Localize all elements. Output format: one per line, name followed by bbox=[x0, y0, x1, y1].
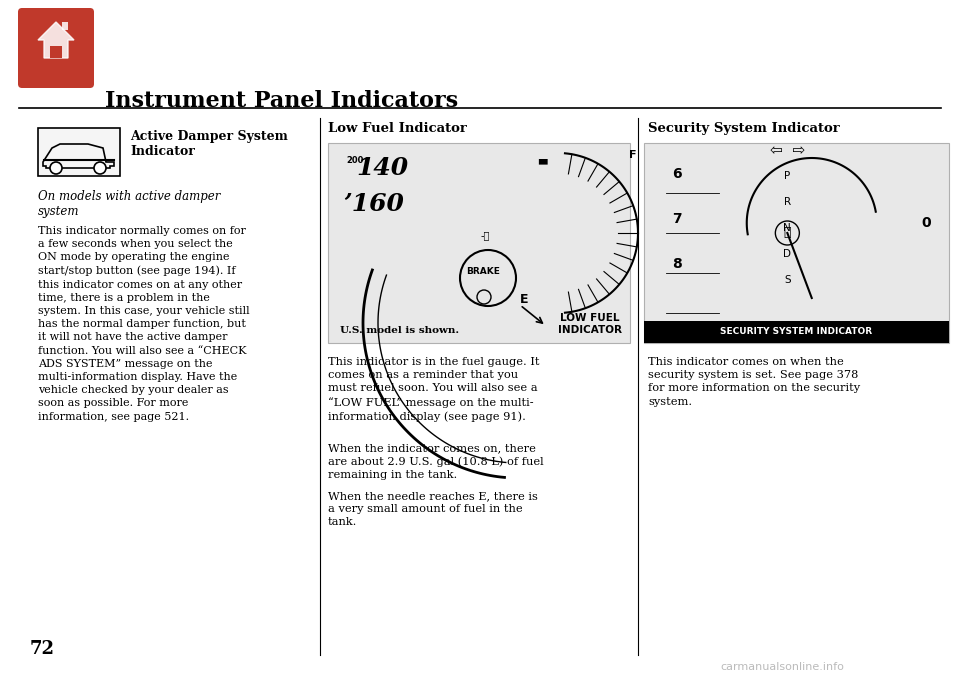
Text: R: R bbox=[783, 197, 791, 207]
Text: 0: 0 bbox=[921, 216, 930, 230]
Text: ▄: ▄ bbox=[538, 153, 546, 164]
Text: 7: 7 bbox=[672, 212, 682, 226]
Bar bbox=[328, 143, 630, 343]
Text: carmanualsonline.info: carmanualsonline.info bbox=[720, 662, 844, 672]
Text: When the needle reaches E, there is
a very small amount of fuel in the
tank.: When the needle reaches E, there is a ve… bbox=[328, 491, 538, 528]
Text: 6: 6 bbox=[672, 167, 682, 181]
Text: ’160: ’160 bbox=[343, 192, 404, 216]
Circle shape bbox=[94, 162, 106, 174]
Text: When the indicator comes on, there
are about 2.9 U.S. gal (10.8 L) of fuel
remai: When the indicator comes on, there are a… bbox=[328, 443, 543, 480]
Circle shape bbox=[477, 290, 491, 304]
Text: U.S. model is shown.: U.S. model is shown. bbox=[340, 326, 459, 335]
Bar bbox=[50, 46, 62, 58]
Bar bbox=[644, 143, 949, 343]
Text: LOW FUEL
INDICATOR: LOW FUEL INDICATOR bbox=[558, 314, 622, 335]
Text: F: F bbox=[629, 150, 636, 160]
Text: S: S bbox=[784, 275, 791, 285]
Text: BRAKE: BRAKE bbox=[466, 266, 500, 275]
Text: 72: 72 bbox=[30, 640, 55, 658]
Text: N: N bbox=[783, 223, 791, 233]
Bar bbox=[644, 321, 949, 343]
Text: ⇦  ⇨: ⇦ ⇨ bbox=[770, 143, 805, 158]
Text: 8: 8 bbox=[672, 257, 682, 271]
Text: Active Damper System
Indicator: Active Damper System Indicator bbox=[130, 130, 288, 158]
Text: This indicator is in the fuel gauge. It
comes on as a reminder that you
must ref: This indicator is in the fuel gauge. It … bbox=[328, 357, 540, 422]
Text: SECURITY SYSTEM INDICATOR: SECURITY SYSTEM INDICATOR bbox=[720, 327, 873, 336]
Text: This indicator comes on when the
security system is set. See page 378
for more i: This indicator comes on when the securit… bbox=[648, 357, 860, 407]
Circle shape bbox=[460, 250, 516, 306]
FancyBboxPatch shape bbox=[18, 8, 94, 88]
Bar bbox=[62, 22, 68, 30]
Text: 200: 200 bbox=[346, 156, 364, 165]
Text: D: D bbox=[783, 249, 791, 259]
Text: Security System Indicator: Security System Indicator bbox=[648, 122, 840, 135]
Text: E: E bbox=[520, 293, 529, 306]
Bar bbox=[38, 128, 120, 176]
Polygon shape bbox=[38, 22, 74, 58]
Text: This indicator normally comes on for
a few seconds when you select the
ON mode b: This indicator normally comes on for a f… bbox=[38, 226, 250, 422]
Text: Low Fuel Indicator: Low Fuel Indicator bbox=[328, 122, 467, 135]
Text: 140: 140 bbox=[356, 156, 408, 180]
Text: -⛽: -⛽ bbox=[481, 230, 490, 240]
Text: Instrument Panel Indicators: Instrument Panel Indicators bbox=[105, 90, 458, 112]
Text: P: P bbox=[784, 171, 790, 181]
Text: On models with active damper
system: On models with active damper system bbox=[38, 190, 221, 218]
Circle shape bbox=[50, 162, 62, 174]
Circle shape bbox=[776, 221, 800, 245]
Text: ⓘ: ⓘ bbox=[783, 226, 791, 239]
